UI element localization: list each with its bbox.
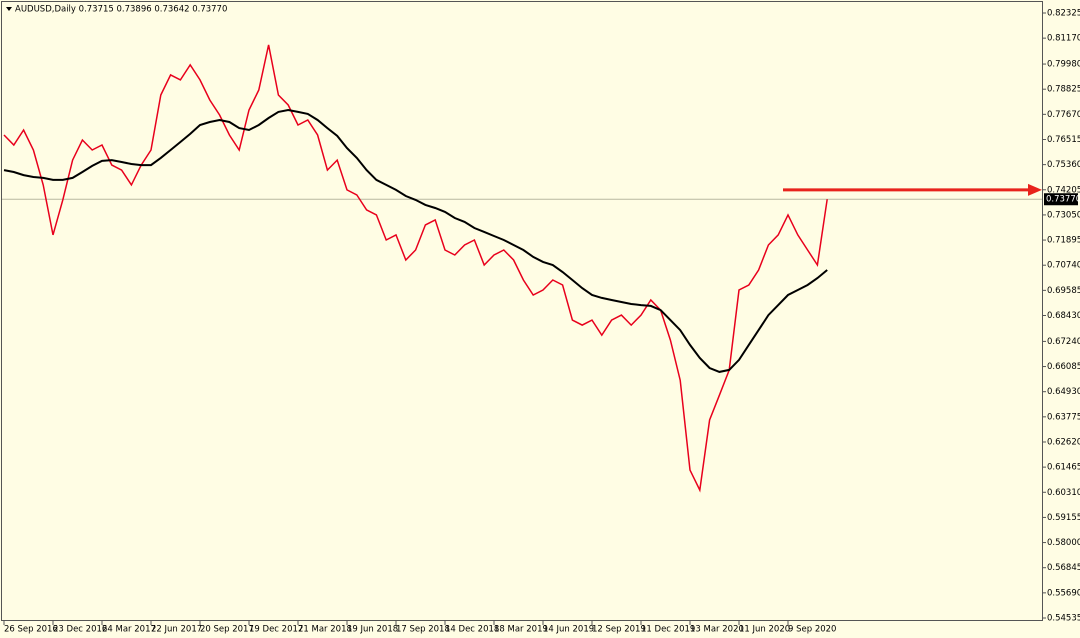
x-tick-label: 19 Jun 2018	[347, 625, 398, 635]
x-tick-label: 17 Sep 2018	[396, 625, 450, 635]
x-tick-label: 21 Mar 2018	[298, 625, 352, 635]
y-tick-label: 0.66085	[1047, 362, 1080, 372]
y-tick-label: 0.74205	[1047, 185, 1080, 195]
y-tick-label: 0.76515	[1047, 135, 1080, 145]
x-tick-label: 19 Dec 2017	[249, 625, 303, 635]
x-tick-label: 20 Sep 2017	[200, 625, 254, 635]
x-tick-label: 11 Dec 2019	[641, 625, 695, 635]
y-tick-label: 0.81170	[1047, 34, 1080, 44]
x-tick-label: 11 Jun 2020	[739, 625, 790, 635]
y-tick-label: 0.61465	[1047, 463, 1080, 473]
y-tick-label: 0.58000	[1047, 538, 1080, 548]
x-tick-label: 24 Mar 2017	[102, 625, 156, 635]
x-tick-label: 13 Mar 2020	[690, 625, 744, 635]
x-tick-label: 9 Sep 2020	[788, 625, 836, 635]
x-tick-label: 14 Jun 2019	[543, 625, 594, 635]
x-tick-label: 12 Sep 2019	[592, 625, 646, 635]
y-tick-label: 0.60310	[1047, 488, 1080, 498]
plot-frame	[1, 1, 1043, 621]
x-tick-label: 23 Dec 2016	[53, 625, 107, 635]
y-tick-label: 0.55690	[1047, 588, 1080, 598]
y-tick-label: 0.82325	[1047, 9, 1080, 19]
y-tick-label: 0.75360	[1047, 160, 1080, 170]
arrow-head	[1028, 183, 1042, 196]
y-tick-label: 0.54535	[1047, 614, 1080, 624]
y-tick-label: 0.62620	[1047, 437, 1080, 447]
y-tick-label: 0.79980	[1047, 60, 1080, 70]
y-tick-label: 0.71895	[1047, 236, 1080, 246]
y-tick-label: 0.73050	[1047, 210, 1080, 220]
x-tick-label: 14 Dec 2018	[445, 625, 499, 635]
y-tick-label: 0.64930	[1047, 387, 1080, 397]
y-tick-label: 0.69585	[1047, 286, 1080, 296]
y-tick-label: 0.78825	[1047, 85, 1080, 95]
last-price-label: 0.73770	[1046, 195, 1080, 205]
y-tick-label: 0.63775	[1047, 412, 1080, 422]
x-tick-label: 26 Sep 2016	[4, 625, 58, 635]
y-tick-label: 0.77670	[1047, 110, 1080, 120]
y-tick-label: 0.67240	[1047, 337, 1080, 347]
last-price-badge	[1044, 193, 1078, 206]
moving-average	[3, 108, 828, 373]
menu-arrow	[6, 7, 12, 11]
chart-title: AUDUSD,Daily 0.73715 0.73896 0.73642 0.7…	[15, 5, 227, 15]
y-tick-label: 0.56845	[1047, 563, 1080, 573]
x-tick-label: 22 Jun 2017	[151, 625, 202, 635]
y-tick-label: 0.68430	[1047, 311, 1080, 321]
x-tick-label: 18 Mar 2019	[494, 625, 548, 635]
y-tick-label: 0.59155	[1047, 513, 1080, 523]
y-tick-label: 0.70740	[1047, 261, 1080, 271]
